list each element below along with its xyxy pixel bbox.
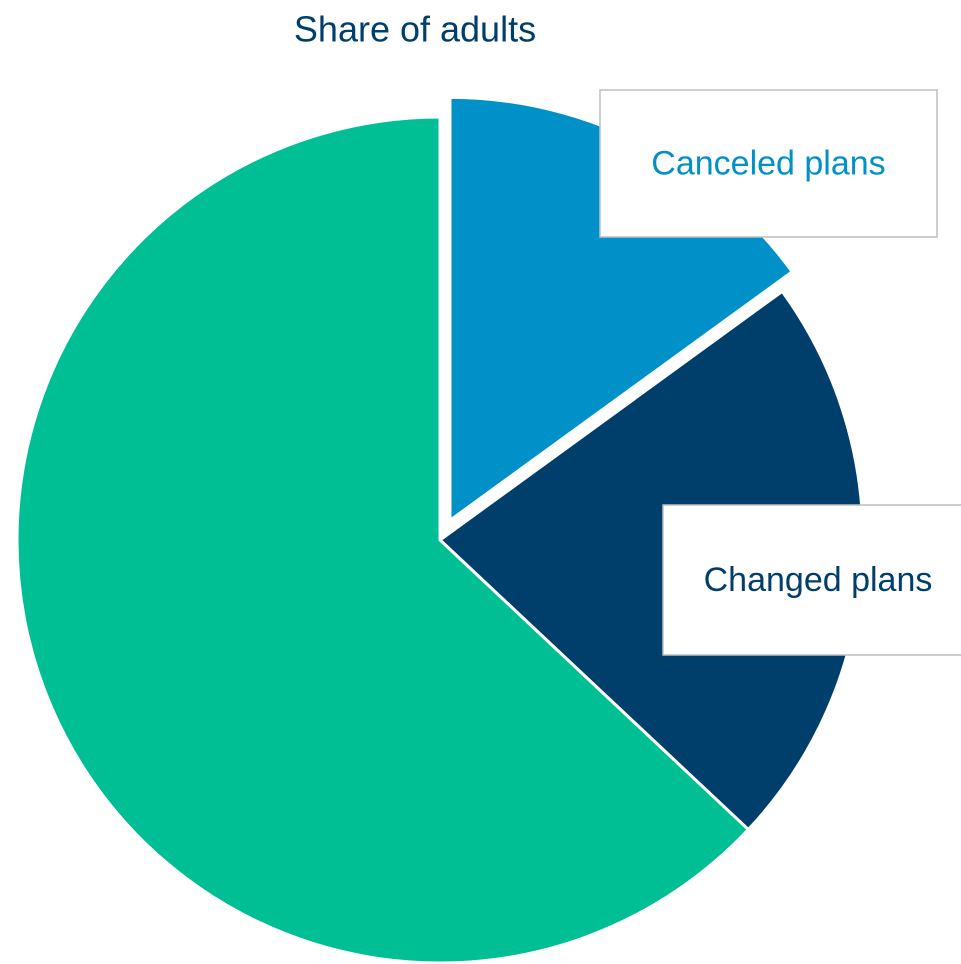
slice-label: Canceled plans	[651, 144, 885, 182]
label-box	[599, 89, 938, 238]
label-box	[662, 504, 961, 656]
chart-title: Share of adults	[294, 9, 536, 50]
labels: Canceled plans Changed plans	[599, 89, 961, 656]
pie-slice	[15, 115, 750, 964]
slice-label: Changed plans	[704, 561, 933, 599]
